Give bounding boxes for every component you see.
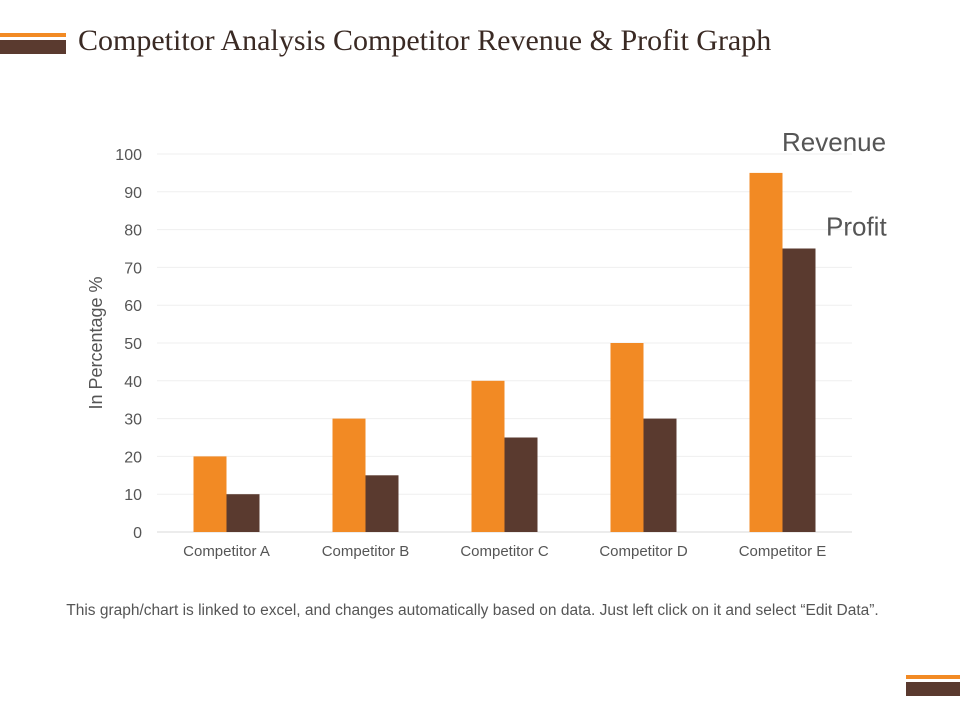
y-tick-label: 90 bbox=[124, 185, 142, 202]
y-tick-label: 50 bbox=[124, 336, 142, 353]
y-tick-label: 10 bbox=[124, 487, 142, 504]
x-category-label: Competitor A bbox=[183, 543, 270, 560]
title-accent-line bbox=[0, 33, 66, 37]
y-tick-label: 100 bbox=[115, 147, 142, 164]
bar-profit-2 bbox=[365, 475, 399, 532]
y-axis-title: In Percentage % bbox=[86, 276, 106, 409]
y-tick-label: 30 bbox=[124, 412, 142, 429]
chart-footnote: This graph/chart is linked to excel, and… bbox=[66, 602, 879, 619]
y-tick-label: 80 bbox=[124, 223, 142, 240]
y-tick-label: 70 bbox=[124, 260, 142, 277]
page-title: Competitor Analysis Competitor Revenue &… bbox=[78, 24, 772, 57]
bar-profit-4 bbox=[643, 418, 677, 532]
y-tick-label: 20 bbox=[124, 449, 142, 466]
bar-revenue-2 bbox=[332, 418, 366, 532]
x-category-label: Competitor D bbox=[599, 543, 688, 560]
x-category-label: Competitor E bbox=[739, 543, 827, 560]
bar-revenue-1 bbox=[193, 456, 227, 532]
corner-accent-bar bbox=[906, 682, 960, 696]
bar-profit-5 bbox=[782, 248, 816, 532]
corner-accent-line bbox=[906, 675, 960, 679]
series-label-revenue: Revenue bbox=[782, 127, 886, 157]
title-accent-bar bbox=[0, 40, 66, 54]
y-tick-label: 60 bbox=[124, 298, 142, 315]
bar-profit-3 bbox=[504, 437, 538, 532]
x-category-label: Competitor C bbox=[460, 543, 549, 560]
bar-revenue-5 bbox=[749, 172, 783, 532]
series-label-profit: Profit bbox=[826, 212, 887, 242]
y-tick-label: 0 bbox=[133, 525, 142, 542]
bar-profit-1 bbox=[226, 494, 260, 532]
bar-revenue-3 bbox=[471, 380, 505, 532]
x-category-label: Competitor B bbox=[322, 543, 410, 560]
y-tick-label: 40 bbox=[124, 374, 142, 391]
bar-revenue-4 bbox=[610, 343, 644, 532]
